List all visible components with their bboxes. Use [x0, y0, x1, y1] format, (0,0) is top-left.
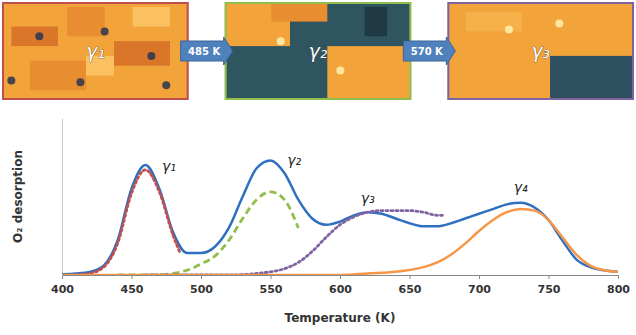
- x-tick-mark: [479, 275, 480, 279]
- x-tick-mark: [62, 275, 63, 279]
- image-feature: [162, 81, 170, 89]
- plot-area: [62, 160, 618, 275]
- transition-arrow: [181, 37, 233, 65]
- image-terrace: [271, 2, 327, 22]
- x-tick-mark: [618, 275, 619, 279]
- image-border: [448, 3, 633, 99]
- x-tick-label: 600: [329, 283, 352, 296]
- x-tick-mark: [410, 275, 411, 279]
- x-tick-label: 450: [121, 283, 144, 296]
- image-terrace: [133, 7, 170, 27]
- x-tick: 450: [121, 275, 144, 296]
- image-terrace: [67, 7, 104, 36]
- x-tick: 650: [399, 275, 422, 296]
- image-terrace: [11, 27, 58, 47]
- image-terrace: [30, 61, 86, 90]
- stm-image: [225, 2, 412, 100]
- image-feature: [76, 78, 84, 86]
- x-axis: 400 450 500 550 600 650 700 750 800: [51, 275, 630, 296]
- y-axis-line: [62, 119, 63, 276]
- x-tick: 500: [190, 275, 213, 296]
- x-tick: 750: [538, 275, 561, 296]
- image-feature: [336, 67, 344, 75]
- series-line: [118, 192, 299, 275]
- image-feature: [7, 76, 15, 84]
- x-tick-label: 750: [538, 283, 561, 296]
- stm-image: [447, 2, 634, 100]
- x-tick-label: 800: [607, 283, 630, 296]
- series-line: [145, 211, 444, 275]
- chart: 400 450 500 550 600 650 700 750 800 Temperature (…: [11, 119, 630, 326]
- x-tick: 600: [329, 275, 352, 296]
- transition-label: 485 K: [188, 46, 221, 57]
- x-tick: 400: [51, 275, 74, 296]
- image-terrace: [466, 12, 522, 32]
- y-axis-title: O₂ desorption: [11, 150, 25, 243]
- image-terrace: [365, 7, 387, 36]
- image-ground: [225, 2, 412, 100]
- x-tick: 800: [607, 275, 630, 296]
- image-label: γ₃: [531, 40, 550, 62]
- peak-label: γ₁: [162, 158, 176, 174]
- x-tick-label: 650: [399, 283, 422, 296]
- x-tick-mark: [271, 275, 272, 279]
- x-tick-mark: [201, 275, 202, 279]
- x-tick: 700: [468, 275, 491, 296]
- figure: γ₁ γ₂ γ₃ 485 K 570 K 400 450 500 550 600 650 700 750…: [0, 0, 636, 335]
- image-label: γ₁: [86, 40, 105, 62]
- image-border: [226, 3, 411, 99]
- stm-image: [2, 2, 189, 100]
- x-tick-mark: [132, 275, 133, 279]
- x-tick-mark: [340, 275, 341, 279]
- transition-label: 570 K: [411, 46, 444, 57]
- x-tick-label: 500: [190, 283, 213, 296]
- x-tick-label: 550: [260, 283, 283, 296]
- image-feature: [555, 20, 563, 28]
- image-terrace: [114, 41, 170, 65]
- x-tick-label: 700: [468, 283, 491, 296]
- image-label: γ₂: [309, 40, 328, 62]
- x-axis-line: [63, 276, 619, 280]
- image-terrace: [550, 56, 634, 100]
- image-feature: [35, 32, 43, 40]
- image-ground: [2, 2, 189, 100]
- image-border: [3, 3, 188, 99]
- annotations: γ₁ γ₂ γ₃ γ₄: [162, 152, 528, 206]
- image-feature: [277, 37, 285, 45]
- series-line: [62, 160, 618, 274]
- peak-label: γ₂: [287, 152, 301, 168]
- x-tick-label: 400: [51, 283, 74, 296]
- image-feature: [505, 25, 513, 33]
- stm-panels: γ₁ γ₂ γ₃ 485 K 570 K: [2, 2, 636, 105]
- x-axis-title: Temperature (K): [285, 311, 396, 325]
- transition-arrow: [403, 37, 455, 65]
- peak-label: γ₃: [361, 190, 375, 206]
- x-tick: 550: [260, 275, 283, 296]
- series-line: [62, 209, 618, 275]
- image-feature: [101, 27, 109, 35]
- peak-label: γ₄: [514, 179, 528, 195]
- image-terrace: [327, 46, 411, 100]
- y-axis: [62, 119, 63, 276]
- series-line: [76, 170, 180, 275]
- x-tick-mark: [549, 275, 550, 279]
- image-feature: [147, 52, 155, 60]
